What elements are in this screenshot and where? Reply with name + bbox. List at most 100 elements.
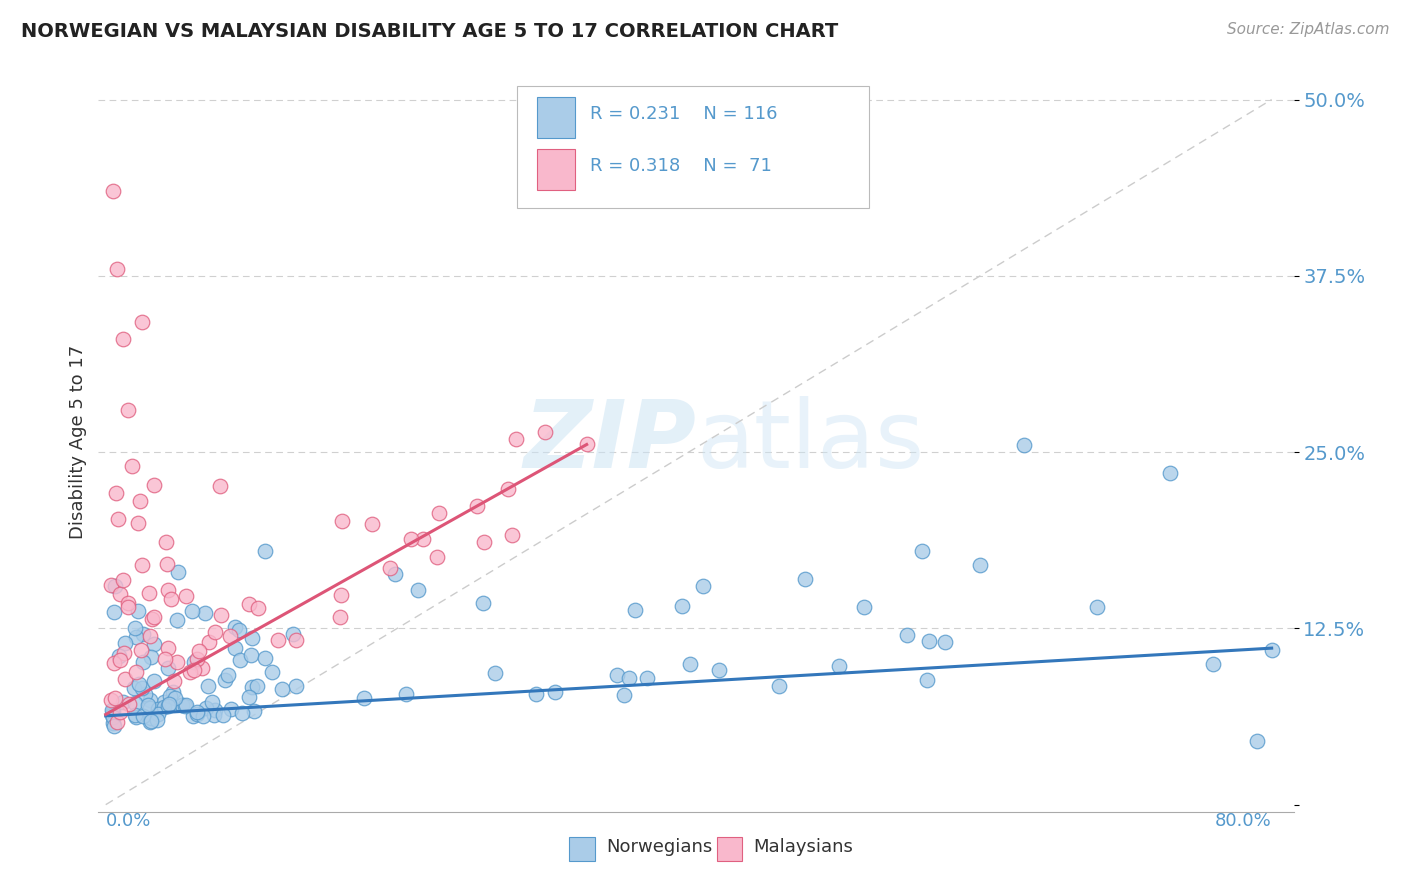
Point <box>172 698 194 712</box>
Point <box>157 698 180 712</box>
Point <box>1260 642 1282 657</box>
Point <box>209 608 232 623</box>
Point <box>186 652 208 666</box>
Point <box>131 681 153 695</box>
FancyBboxPatch shape <box>537 97 575 138</box>
Point <box>142 673 165 688</box>
Point <box>606 668 628 682</box>
Point <box>162 684 184 698</box>
Point <box>692 579 714 593</box>
Point <box>1202 657 1225 671</box>
Point <box>679 657 702 672</box>
Point <box>498 483 520 497</box>
Point <box>330 514 353 528</box>
Point <box>240 632 263 646</box>
Point <box>384 566 406 581</box>
Point <box>105 261 128 276</box>
Point <box>253 651 276 665</box>
Point <box>224 641 246 656</box>
Point <box>281 626 304 640</box>
Point <box>139 629 162 643</box>
Point <box>613 688 636 702</box>
Point <box>201 695 224 709</box>
Point <box>219 702 242 716</box>
FancyBboxPatch shape <box>517 87 869 209</box>
Point <box>166 656 188 670</box>
Text: NORWEGIAN VS MALAYSIAN DISABILITY AGE 5 TO 17 CORRELATION CHART: NORWEGIAN VS MALAYSIAN DISABILITY AGE 5 … <box>21 22 838 41</box>
Point <box>412 533 434 547</box>
Point <box>285 679 308 693</box>
Point <box>181 604 204 618</box>
Point <box>240 648 263 662</box>
Point <box>186 705 208 719</box>
Point <box>636 671 658 685</box>
Point <box>159 690 181 704</box>
Point <box>934 635 956 649</box>
Point <box>129 643 152 657</box>
Point <box>426 549 449 564</box>
Point <box>104 486 127 500</box>
Point <box>204 625 226 640</box>
Point <box>110 587 132 601</box>
Text: Malaysians: Malaysians <box>754 838 853 856</box>
Point <box>228 623 250 637</box>
Point <box>129 494 152 508</box>
Point <box>104 579 127 593</box>
Text: ZIP: ZIP <box>523 395 696 488</box>
Point <box>212 708 235 723</box>
Point <box>202 708 225 723</box>
Point <box>142 637 165 651</box>
Point <box>124 665 146 680</box>
Point <box>228 652 250 666</box>
Point <box>132 709 155 723</box>
Point <box>166 613 188 627</box>
Point <box>156 557 179 571</box>
Point <box>915 673 938 687</box>
Point <box>100 693 122 707</box>
Point <box>134 687 156 701</box>
Point <box>709 664 731 678</box>
Point <box>127 516 149 530</box>
Point <box>191 708 214 723</box>
Point <box>1012 438 1035 452</box>
Point <box>852 600 875 615</box>
Point <box>139 650 162 665</box>
Point <box>146 702 169 716</box>
Point <box>1085 600 1108 615</box>
Point <box>896 628 918 642</box>
Point <box>181 709 204 723</box>
Point <box>124 681 146 696</box>
Point <box>101 710 124 724</box>
Text: Source: ZipAtlas.com: Source: ZipAtlas.com <box>1226 22 1389 37</box>
Point <box>238 690 260 705</box>
Point <box>1159 467 1181 481</box>
Point <box>101 184 124 198</box>
Point <box>617 671 640 685</box>
Point <box>100 703 122 717</box>
Point <box>166 566 188 580</box>
Point <box>217 668 239 682</box>
Point <box>103 605 125 619</box>
Point <box>191 661 214 675</box>
Point <box>671 599 693 614</box>
Point <box>238 597 260 611</box>
Point <box>242 680 264 694</box>
Point <box>125 631 148 645</box>
Point <box>214 673 236 688</box>
Point <box>141 711 163 725</box>
Point <box>145 713 167 727</box>
Point <box>104 690 127 705</box>
Point <box>918 633 941 648</box>
Point <box>153 695 176 709</box>
Point <box>142 610 165 624</box>
FancyBboxPatch shape <box>537 149 575 190</box>
Point <box>224 620 246 634</box>
Point <box>467 499 489 513</box>
Point <box>153 700 176 714</box>
Point <box>575 437 598 451</box>
Point <box>112 332 135 346</box>
Point <box>260 665 283 680</box>
Point <box>472 534 495 549</box>
Point <box>121 459 143 474</box>
Point <box>117 402 139 417</box>
